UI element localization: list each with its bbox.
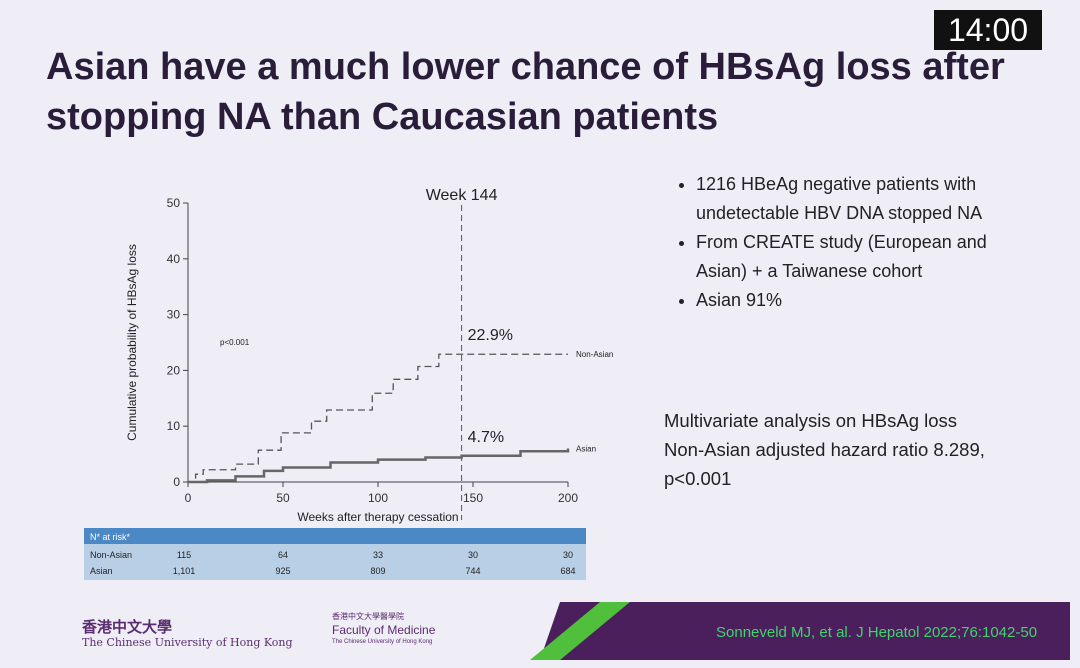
analysis-line: Multivariate analysis on HBsAg loss bbox=[664, 410, 958, 431]
table-cell: 30 bbox=[468, 550, 478, 560]
bullet: 1216 HBeAg negative patients with undete… bbox=[696, 170, 1026, 228]
series-label: Asian bbox=[576, 445, 596, 454]
series-label: Non-Asian bbox=[576, 350, 613, 359]
risk-table-head bbox=[84, 528, 586, 544]
table-cell: 744 bbox=[465, 566, 480, 576]
y-tick-label: 30 bbox=[167, 308, 181, 322]
table-cell: 925 bbox=[275, 566, 290, 576]
analysis-line: Non-Asian adjusted hazard ratio 8.289, bbox=[664, 439, 985, 460]
annotation: 4.7% bbox=[468, 429, 504, 446]
logo-left-en: The Chinese University of Hong Kong bbox=[82, 636, 293, 649]
x-tick-label: 50 bbox=[276, 491, 290, 505]
y-tick-label: 40 bbox=[167, 252, 181, 266]
x-axis-label: Weeks after therapy cessation bbox=[297, 510, 458, 524]
logo-right-title: Faculty of Medicine bbox=[332, 623, 436, 637]
y-tick-label: 20 bbox=[167, 363, 181, 377]
table-cell: 1,101 bbox=[173, 566, 196, 576]
table-cell: 809 bbox=[370, 566, 385, 576]
bullet-list: 1216 HBeAg negative patients with undete… bbox=[672, 170, 1026, 315]
annotation: 22.9% bbox=[468, 327, 513, 344]
x-tick-label: 200 bbox=[558, 491, 578, 505]
table-cell: 64 bbox=[278, 550, 288, 560]
logo-right-cn: 香港中文大學醫學院 bbox=[332, 612, 404, 621]
y-axis-label: Cumulative probability of HBsAg loss bbox=[125, 244, 139, 441]
bullet: From CREATE study (European and Asian) +… bbox=[696, 228, 1026, 286]
table-cell: 30 bbox=[563, 550, 573, 560]
citation: Sonneveld MJ, et al. J Hepatol 2022;76:1… bbox=[716, 624, 1038, 641]
series-line bbox=[188, 353, 568, 483]
week-marker-label: Week 144 bbox=[426, 187, 498, 204]
y-tick-label: 10 bbox=[167, 419, 181, 433]
x-tick-label: 0 bbox=[185, 491, 192, 505]
slide-title: Asian have a much lower chance of HBsAg … bbox=[46, 46, 1005, 138]
logo-left-cn: 香港中文大學 bbox=[82, 618, 173, 636]
table-cell: 684 bbox=[560, 566, 575, 576]
analysis: Multivariate analysis on HBsAg loss Non-A… bbox=[664, 406, 985, 493]
timer: 14:00 bbox=[934, 10, 1042, 50]
x-tick-label: 100 bbox=[368, 491, 388, 505]
bullet: Asian 91% bbox=[696, 286, 1026, 315]
analysis-line: p<0.001 bbox=[664, 468, 732, 489]
series-line bbox=[188, 448, 570, 484]
logo-right-en: The Chinese University of Hong Kong bbox=[332, 639, 433, 645]
table-cell: 115 bbox=[177, 550, 191, 560]
p-value: p<0.001 bbox=[220, 338, 250, 347]
y-tick-label: 0 bbox=[173, 475, 180, 489]
footer-stripe bbox=[530, 602, 630, 660]
table-cell: Non-Asian bbox=[90, 550, 132, 560]
y-tick-label: 50 bbox=[167, 196, 181, 210]
footer-bar bbox=[540, 602, 1070, 660]
table-cell: Asian bbox=[90, 566, 113, 576]
table-cell: 33 bbox=[373, 550, 383, 560]
x-tick-label: 150 bbox=[463, 491, 483, 505]
table-header: N* at risk* bbox=[90, 532, 131, 542]
